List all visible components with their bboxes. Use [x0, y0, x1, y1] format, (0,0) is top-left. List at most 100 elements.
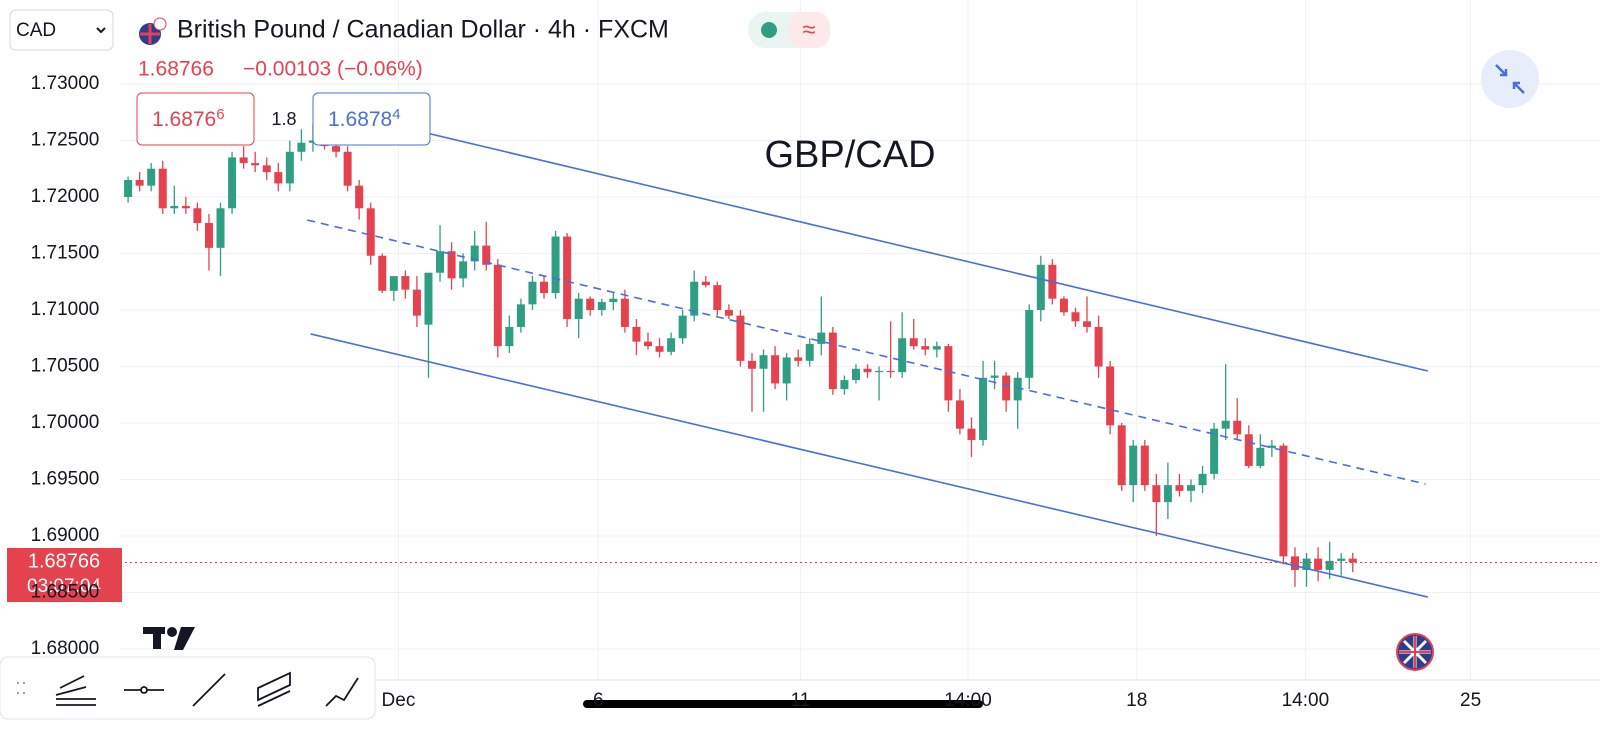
buy-price-pip: 4 [392, 106, 400, 123]
candle-body [828, 332, 837, 390]
collapse-icon [1495, 64, 1525, 94]
data-status-icon: ≈ [802, 16, 815, 43]
candle-body [863, 368, 872, 373]
sell-button[interactable] [136, 92, 255, 146]
price-label: 1.68766 [28, 550, 100, 572]
dropdown-arrow [96, 27, 106, 34]
home-indicator [583, 700, 983, 708]
candle-body [1187, 485, 1196, 491]
candle-body [667, 338, 676, 352]
tool-channel[interactable] [257, 671, 291, 707]
symbol-title: British Pound / Canadian Dollar · 4h · F… [177, 16, 669, 44]
candle-body [332, 146, 341, 152]
candle-body [921, 346, 930, 350]
candle-body [1059, 298, 1068, 313]
candle-body [1210, 428, 1219, 474]
candle-body [1348, 558, 1357, 563]
candle-body [528, 281, 537, 305]
channel-line [312, 105, 1429, 372]
y-tick-label: 1.69500 [31, 469, 100, 490]
candle-body [944, 346, 953, 401]
candle-body [493, 264, 502, 347]
candle-body [932, 346, 941, 350]
x-tick-label: 25 [1460, 690, 1481, 711]
candle-body [563, 236, 572, 320]
tool-fib[interactable] [55, 675, 96, 706]
candle-body [851, 368, 860, 381]
candle-body [424, 272, 433, 325]
candle-body [436, 251, 445, 273]
currency-select-text: CAD [16, 20, 56, 41]
candle-body [1337, 558, 1346, 561]
y-tick-label: 1.72000 [31, 186, 100, 207]
candle-body [158, 168, 167, 209]
buy-button[interactable] [312, 92, 431, 146]
tool-trendline[interactable] [192, 673, 226, 707]
candle-body [574, 298, 583, 320]
channel-line [310, 333, 1429, 598]
x-tick-label: 14:00 [944, 690, 992, 711]
candle-body [262, 165, 271, 173]
candle-body [447, 251, 456, 279]
candle-body [1256, 447, 1265, 466]
candle-body [713, 285, 722, 310]
candle-body [782, 357, 791, 384]
y-tick-label: 1.72500 [31, 129, 100, 150]
candle-body [690, 281, 699, 316]
candle-body [597, 302, 606, 310]
candle-body [389, 276, 398, 291]
candle-body [747, 360, 756, 369]
candle-body [1002, 375, 1011, 401]
candle-body [1233, 420, 1242, 435]
candle-body [505, 326, 514, 347]
spread: 1.8 [271, 109, 296, 129]
candle-body [771, 355, 780, 384]
candle-body [1036, 264, 1045, 310]
candle-body [551, 236, 560, 294]
price-label-box [7, 548, 122, 602]
candle-body [193, 208, 202, 223]
candle-body [1267, 445, 1276, 448]
candle-body [135, 180, 144, 186]
y-tick-label: 1.69000 [31, 525, 100, 546]
sell-price-main: 1.6876 [152, 108, 216, 131]
uk-flag-button[interactable] [1396, 633, 1434, 671]
x-tick-label: 11 [791, 690, 811, 711]
candle-body [736, 315, 745, 361]
currency-select[interactable] [9, 9, 114, 51]
candle-body [609, 298, 618, 303]
candle-body [967, 428, 976, 440]
candle-body [979, 377, 988, 440]
candle-body [1025, 309, 1034, 378]
candle-body [366, 208, 375, 256]
candle-body [1244, 434, 1253, 466]
candle-body [378, 255, 387, 291]
x-tick-label: 6 [593, 690, 604, 711]
candle-body [1314, 558, 1323, 570]
candle-body [817, 332, 826, 344]
candle-body [724, 309, 733, 316]
tool-path[interactable] [325, 677, 359, 707]
last-price: 1.68766 [138, 58, 214, 81]
candle-body [678, 315, 687, 339]
toolbar-handle[interactable] [17, 682, 25, 694]
candle-body [251, 163, 260, 166]
y-tick-label: 1.70000 [31, 412, 100, 433]
candle-body [482, 245, 491, 265]
candle-body [401, 276, 410, 290]
candle-body [794, 357, 803, 361]
candle-body [412, 289, 421, 316]
candle-body [1013, 377, 1022, 401]
channel-line [306, 219, 1426, 485]
tv-logo [143, 627, 195, 650]
buy-price-main: 1.6878 [328, 108, 392, 131]
collapse-button[interactable] [1481, 50, 1539, 108]
candle-body [285, 151, 294, 184]
candle-body [355, 185, 364, 209]
countdown: 03:07:04 [27, 576, 101, 597]
drawing-toolbar [0, 656, 376, 720]
candle-body [124, 180, 133, 197]
marks [120, 105, 1600, 598]
candle-body [655, 346, 664, 352]
